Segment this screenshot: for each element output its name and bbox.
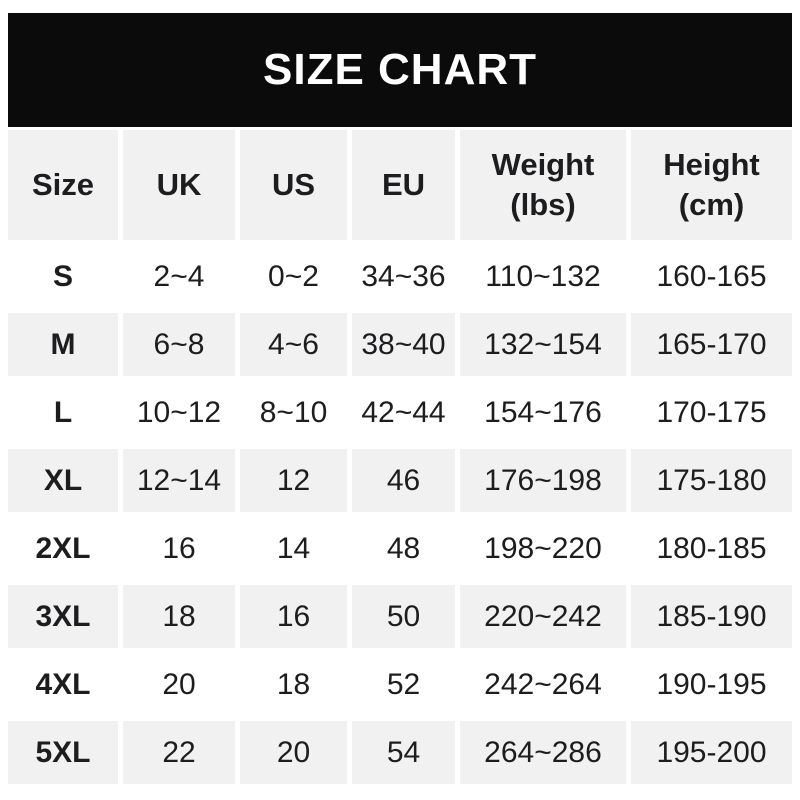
- column-header-uk: UK: [123, 130, 235, 240]
- cell-4XL-height: 190-195: [631, 653, 792, 716]
- cell-XL-height: 175-180: [631, 449, 792, 512]
- column-header-height: Height (cm): [631, 130, 792, 240]
- cell-S-us: 0~2: [240, 245, 347, 308]
- cell-S-eu: 34~36: [352, 245, 455, 308]
- cell-L-weight: 154~176: [460, 381, 626, 444]
- cell-XL-weight: 176~198: [460, 449, 626, 512]
- cell-M-height: 165-170: [631, 313, 792, 376]
- cell-L-eu: 42~44: [352, 381, 455, 444]
- cell-M-us: 4~6: [240, 313, 347, 376]
- cell-S-height: 160-165: [631, 245, 792, 308]
- row-label-S: S: [8, 245, 118, 308]
- cell-2XL-us: 14: [240, 517, 347, 580]
- column-header-eu: EU: [352, 130, 455, 240]
- cell-3XL-us: 16: [240, 585, 347, 648]
- cell-3XL-weight: 220~242: [460, 585, 626, 648]
- cell-2XL-uk: 16: [123, 517, 235, 580]
- page-title: SIZE CHART: [263, 45, 537, 94]
- row-label-L: L: [8, 381, 118, 444]
- cell-4XL-uk: 20: [123, 653, 235, 716]
- column-header-us: US: [240, 130, 347, 240]
- cell-XL-eu: 46: [352, 449, 455, 512]
- size-chart-banner: SIZE CHART: [8, 13, 792, 127]
- cell-XL-uk: 12~14: [123, 449, 235, 512]
- cell-M-uk: 6~8: [123, 313, 235, 376]
- row-label-3XL: 3XL: [8, 585, 118, 648]
- size-chart-table: Size UK US EU Weight (lbs) Height (cm) S 2~4 0~2…: [8, 130, 792, 784]
- cell-L-height: 170-175: [631, 381, 792, 444]
- column-header-size: Size: [8, 130, 118, 240]
- row-label-2XL: 2XL: [8, 517, 118, 580]
- cell-3XL-uk: 18: [123, 585, 235, 648]
- cell-S-uk: 2~4: [123, 245, 235, 308]
- cell-M-weight: 132~154: [460, 313, 626, 376]
- cell-XL-us: 12: [240, 449, 347, 512]
- cell-5XL-eu: 54: [352, 721, 455, 784]
- cell-3XL-height: 185-190: [631, 585, 792, 648]
- cell-5XL-uk: 22: [123, 721, 235, 784]
- cell-5XL-weight: 264~286: [460, 721, 626, 784]
- row-label-XL: XL: [8, 449, 118, 512]
- row-label-4XL: 4XL: [8, 653, 118, 716]
- cell-2XL-weight: 198~220: [460, 517, 626, 580]
- column-header-weight: Weight (lbs): [460, 130, 626, 240]
- cell-4XL-eu: 52: [352, 653, 455, 716]
- cell-L-uk: 10~12: [123, 381, 235, 444]
- cell-5XL-height: 195-200: [631, 721, 792, 784]
- row-label-M: M: [8, 313, 118, 376]
- cell-S-weight: 110~132: [460, 245, 626, 308]
- row-label-5XL: 5XL: [8, 721, 118, 784]
- cell-4XL-us: 18: [240, 653, 347, 716]
- cell-5XL-us: 20: [240, 721, 347, 784]
- cell-2XL-eu: 48: [352, 517, 455, 580]
- cell-4XL-weight: 242~264: [460, 653, 626, 716]
- cell-L-us: 8~10: [240, 381, 347, 444]
- cell-3XL-eu: 50: [352, 585, 455, 648]
- cell-2XL-height: 180-185: [631, 517, 792, 580]
- cell-M-eu: 38~40: [352, 313, 455, 376]
